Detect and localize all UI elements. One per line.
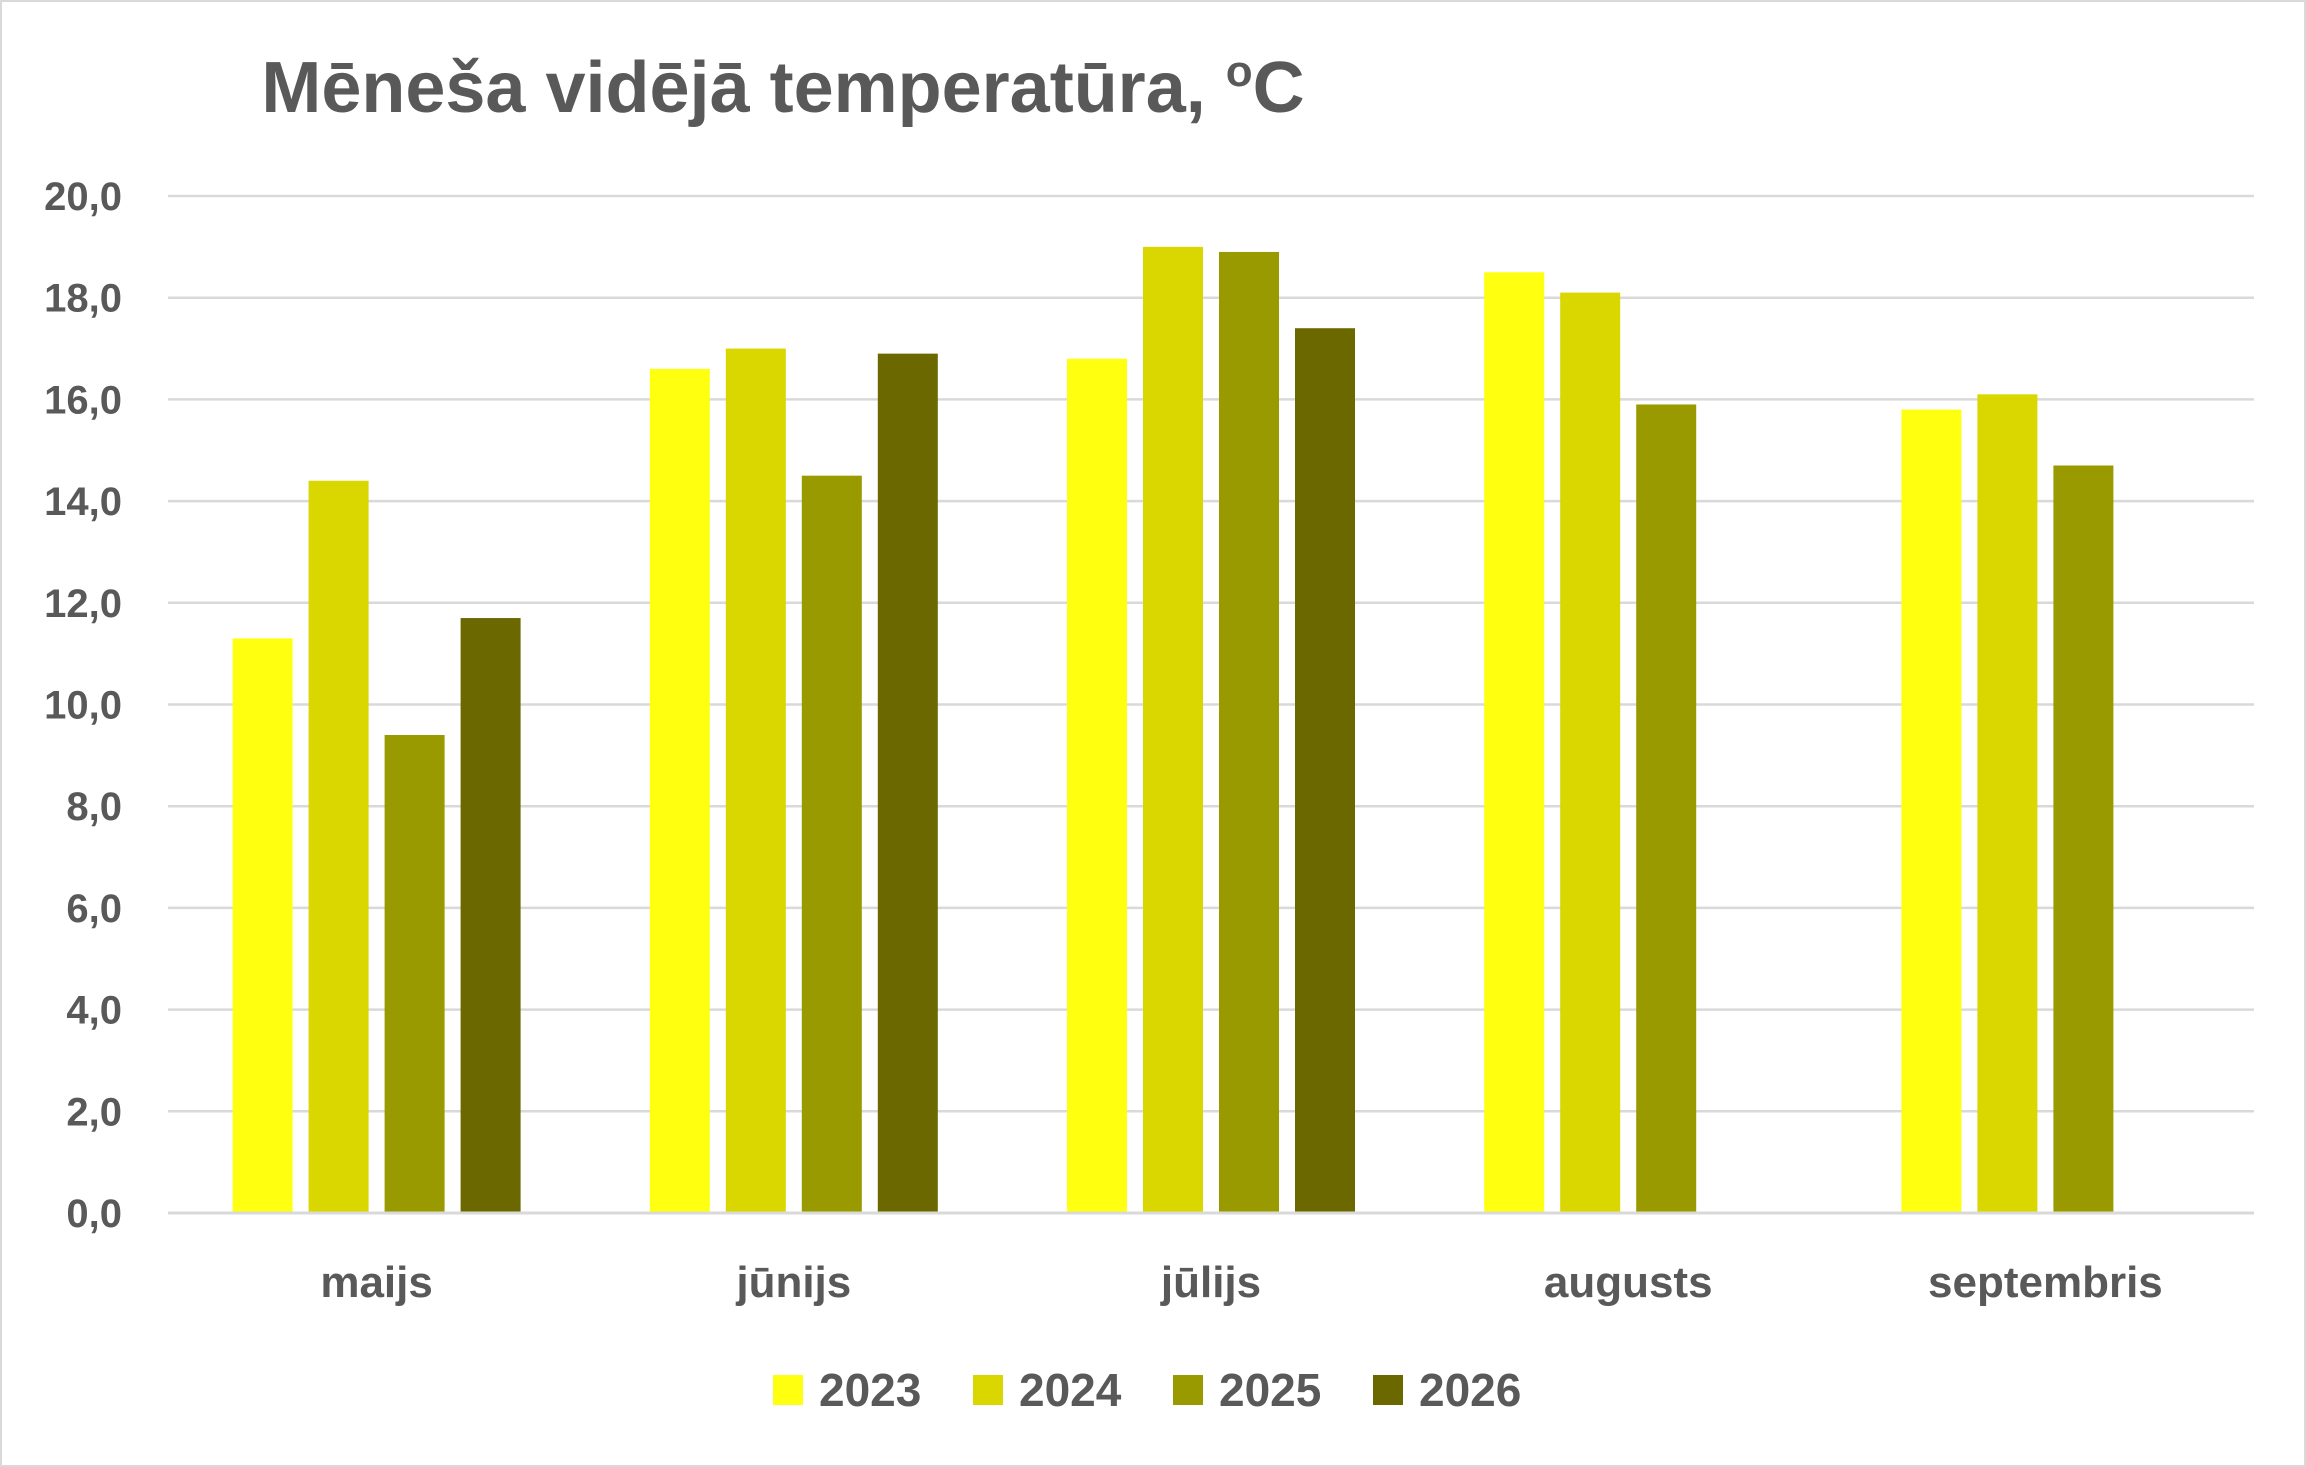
x-tick-label: augusts: [1544, 1258, 1713, 1307]
bar: [1636, 404, 1697, 1213]
bar: [1219, 251, 1279, 1213]
chart-title: Mēneša vidējā temperatūra, oC: [261, 47, 1304, 128]
bar: [801, 475, 862, 1213]
legend: 2023 2024 2025 2026: [773, 1364, 1521, 1416]
y-tick-label: 12,0: [44, 582, 122, 626]
chart-title-main: Mēneša vidējā temperatūra,: [261, 48, 1225, 128]
legend-swatch: [1173, 1375, 1203, 1405]
bar: [1484, 272, 1545, 1213]
bar: [384, 735, 445, 1213]
x-tick-label: jūnijs: [735, 1258, 851, 1307]
bar: [725, 348, 786, 1213]
legend-label: 2023: [819, 1364, 921, 1416]
legend-label: 2025: [1219, 1364, 1321, 1416]
x-tick-label: septembris: [1928, 1258, 2163, 1307]
y-tick-label: 10,0: [44, 684, 122, 728]
bar: [1295, 328, 1355, 1214]
y-axis-ticks: 0,0 2,0 4,0 6,0 8,0 10,0 12,0 14,0 16,0 18,0 20,0: [44, 175, 122, 1236]
legend-label: 2024: [1019, 1364, 1122, 1416]
bar: [1143, 246, 1203, 1214]
y-tick-label: 0,0: [66, 1192, 122, 1236]
legend-swatch: [973, 1375, 1003, 1405]
bar: [877, 353, 938, 1213]
chart-title-degree: o: [1226, 47, 1253, 96]
bar: [232, 638, 293, 1213]
legend-label: 2026: [1419, 1364, 1521, 1416]
y-tick-label: 16,0: [44, 378, 122, 422]
bars: [232, 246, 2114, 1214]
y-tick-label: 18,0: [44, 277, 122, 321]
bar: [1067, 358, 1127, 1214]
x-axis-ticks: maijs jūnijs jūlijs augusts septembris: [320, 1258, 2162, 1307]
x-tick-label: maijs: [320, 1258, 433, 1307]
y-tick-label: 20,0: [44, 175, 122, 219]
bar: [1560, 292, 1621, 1213]
bar: [1977, 394, 2038, 1213]
bar: [649, 368, 710, 1213]
bar: [460, 618, 521, 1213]
legend-swatch: [773, 1375, 803, 1405]
y-tick-label: 4,0: [66, 989, 122, 1033]
bar: [308, 480, 369, 1213]
y-tick-label: 2,0: [66, 1090, 122, 1134]
chart-title-unit: C: [1253, 48, 1305, 128]
bar: [1901, 409, 1962, 1213]
x-tick-label: jūlijs: [1160, 1258, 1261, 1307]
legend-swatch: [1373, 1375, 1403, 1405]
bar: [2053, 465, 2114, 1213]
y-tick-label: 6,0: [66, 887, 122, 931]
y-tick-label: 8,0: [66, 785, 122, 829]
y-tick-label: 14,0: [44, 480, 122, 524]
